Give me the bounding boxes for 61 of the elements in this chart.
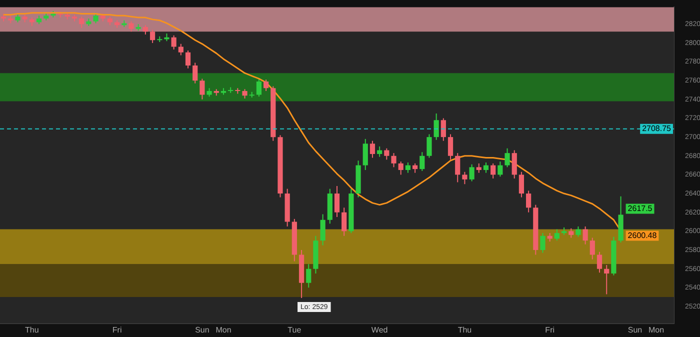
data-label: 2600.48 — [628, 230, 658, 240]
candlestick — [504, 148, 510, 168]
candlestick — [604, 264, 610, 295]
candlestick — [455, 152, 460, 183]
candlestick — [526, 190, 532, 213]
candlestick — [192, 62, 198, 84]
ref-line-label: 2708.75 — [642, 124, 672, 134]
candlestick — [342, 207, 347, 236]
candlestick — [370, 140, 376, 158]
candlestick — [178, 43, 184, 56]
candlestick — [242, 88, 248, 99]
x-tick-label: Sun — [195, 325, 210, 334]
candlestick — [256, 78, 262, 98]
candlestick — [185, 50, 191, 69]
candlestick — [448, 134, 454, 160]
x-tick-label: Thu — [25, 325, 39, 334]
candlestick — [171, 34, 176, 50]
candlestick — [362, 138, 368, 171]
candlestick — [306, 264, 312, 288]
candlestick — [590, 237, 595, 260]
candlestick — [576, 226, 581, 238]
candlestick — [334, 186, 340, 218]
candlestick — [518, 171, 524, 198]
candlestick — [426, 134, 432, 158]
candlestick — [434, 113, 439, 140]
candlestick — [200, 78, 205, 100]
candlestick — [540, 232, 546, 254]
candlestick — [469, 164, 474, 182]
candlestick — [568, 228, 574, 238]
x-tick-label: Fri — [545, 325, 555, 334]
text: 2617.5 — [628, 204, 652, 213]
candlestick — [420, 152, 425, 172]
candlestick — [405, 162, 410, 174]
x-tick-label: Sun — [628, 325, 642, 334]
x-tick-label: Wed — [371, 325, 388, 334]
candlestick — [512, 150, 517, 179]
x-tick-label: Fri — [112, 325, 122, 334]
candlestick — [554, 228, 560, 242]
x-tick-label: Mon — [648, 325, 664, 334]
candlestick — [398, 161, 404, 176]
candlestick — [128, 20, 134, 32]
x-tick-label: Thu — [458, 325, 472, 334]
candlestick — [462, 171, 468, 185]
candlestick — [150, 29, 156, 44]
candlestick — [384, 148, 390, 160]
candlestick — [264, 79, 269, 92]
candlestick — [498, 161, 503, 178]
candlestick — [582, 226, 588, 245]
x-tick-label: Tue — [288, 325, 302, 334]
candlestick — [476, 162, 482, 174]
candlestick — [142, 24, 148, 35]
candlestick — [320, 214, 326, 246]
candlestick — [596, 251, 602, 274]
candlestick — [412, 162, 418, 174]
candlestick — [79, 16, 84, 28]
x-tick-label: Mon — [216, 325, 232, 334]
candlestick — [377, 146, 382, 158]
candlestick — [483, 162, 489, 174]
candlestick — [391, 152, 396, 168]
candlestick — [490, 162, 496, 179]
candlestick — [440, 118, 446, 142]
